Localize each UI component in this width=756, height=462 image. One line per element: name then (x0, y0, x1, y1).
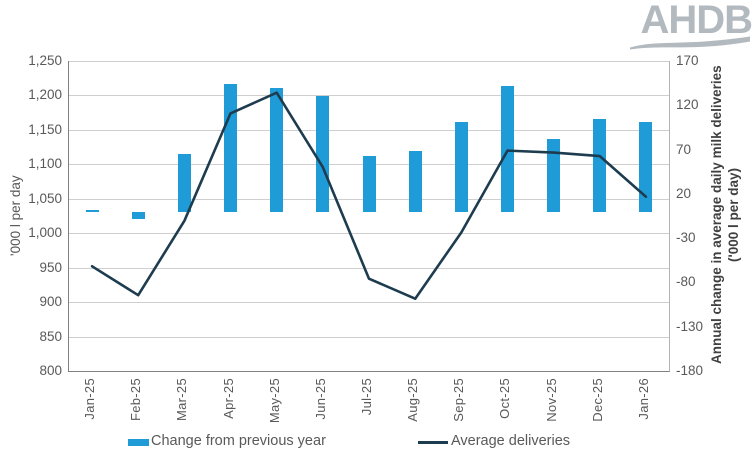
x-axis-tick-label: Nov-25 (543, 378, 559, 422)
legend-bar-swatch (128, 439, 149, 446)
x-axis-tick-label: Jan-25 (82, 378, 98, 420)
gridline (69, 130, 669, 131)
right-axis-tick-label: -130 (676, 318, 704, 334)
bar-change-from-previous-year (177, 154, 191, 212)
x-axis-tick-label: Dec-25 (589, 378, 605, 422)
legend: Change from previous year Average delive… (0, 430, 756, 456)
bar-change-from-previous-year (85, 209, 99, 212)
ahdb-logo-swoosh-icon (630, 36, 750, 50)
left-axis-tick-label: 1,100 (28, 156, 62, 172)
line-average-deliveries (90, 91, 648, 300)
bar-change-from-previous-year (316, 95, 330, 212)
left-axis-tick-label: 1,000 (28, 225, 62, 241)
right-axis-tick-label: 170 (676, 53, 699, 68)
left-axis-tick-label: 1,150 (28, 121, 62, 137)
x-axis-tick-label: Jul-25 (359, 378, 374, 416)
gridline (69, 95, 669, 96)
x-axis-tick-label: Feb-25 (128, 378, 144, 421)
right-axis-title-line2: ('000 l per day) (726, 168, 741, 262)
gridline (69, 337, 669, 338)
ahdb-logo-text: AHDB (640, 0, 753, 42)
left-axis-tick-label: 950 (39, 259, 62, 275)
x-axis-tick-label: Oct-25 (497, 378, 513, 419)
average-deliveries-polyline (90, 91, 648, 300)
x-axis-tick-label: Mar-25 (174, 378, 190, 421)
left-axis-tick-label: 800 (39, 363, 62, 378)
left-axis-tick-label: 900 (39, 294, 62, 310)
ahdb-logo: AHDB (630, 0, 753, 50)
left-axis-title: '000 l per day (8, 175, 23, 257)
x-axis-tick-label: Aug-25 (405, 378, 421, 422)
left-axis-tick-label: 1,200 (28, 87, 62, 103)
bar-change-from-previous-year (362, 155, 376, 212)
bar-change-from-previous-year (500, 85, 514, 212)
x-axis-tick-label: Jun-25 (312, 378, 328, 420)
legend-line-swatch (418, 441, 448, 444)
bar-change-from-previous-year (408, 151, 422, 212)
legend-label-change: Change from previous year (151, 433, 326, 449)
bar-change-from-previous-year (593, 118, 607, 212)
bar-change-from-previous-year (639, 122, 653, 212)
gridline (69, 233, 669, 234)
right-axis-tick-label: 20 (676, 185, 692, 201)
gridline (69, 302, 669, 303)
right-axis-tick-label: -80 (676, 274, 696, 290)
right-axis-tick-label: -180 (676, 363, 704, 378)
bar-change-from-previous-year (131, 211, 145, 219)
bar-change-from-previous-year (547, 138, 561, 212)
x-axis-tick-label: Apr-25 (220, 378, 236, 419)
left-axis-tick-label: 1,250 (28, 53, 62, 68)
x-axis-tick-label: Sep-25 (451, 378, 467, 422)
right-axis-tick-label: 70 (676, 141, 692, 157)
right-axis-tick-label: 120 (676, 97, 699, 113)
legend-label-average: Average deliveries (451, 433, 571, 449)
right-axis-tick-label: -30 (676, 230, 696, 246)
x-axis-tick-label: May-25 (266, 378, 282, 424)
x-axis-tick-label: Jan-26 (635, 378, 651, 420)
left-axis-tick-label: 1,050 (28, 190, 62, 206)
bar-change-from-previous-year (454, 122, 468, 212)
bar-change-from-previous-year (224, 84, 238, 212)
plot-area (68, 61, 670, 372)
gridline (69, 268, 669, 269)
bar-change-from-previous-year (270, 88, 284, 212)
gridline (69, 61, 669, 62)
left-axis-tick-label: 850 (39, 328, 62, 344)
